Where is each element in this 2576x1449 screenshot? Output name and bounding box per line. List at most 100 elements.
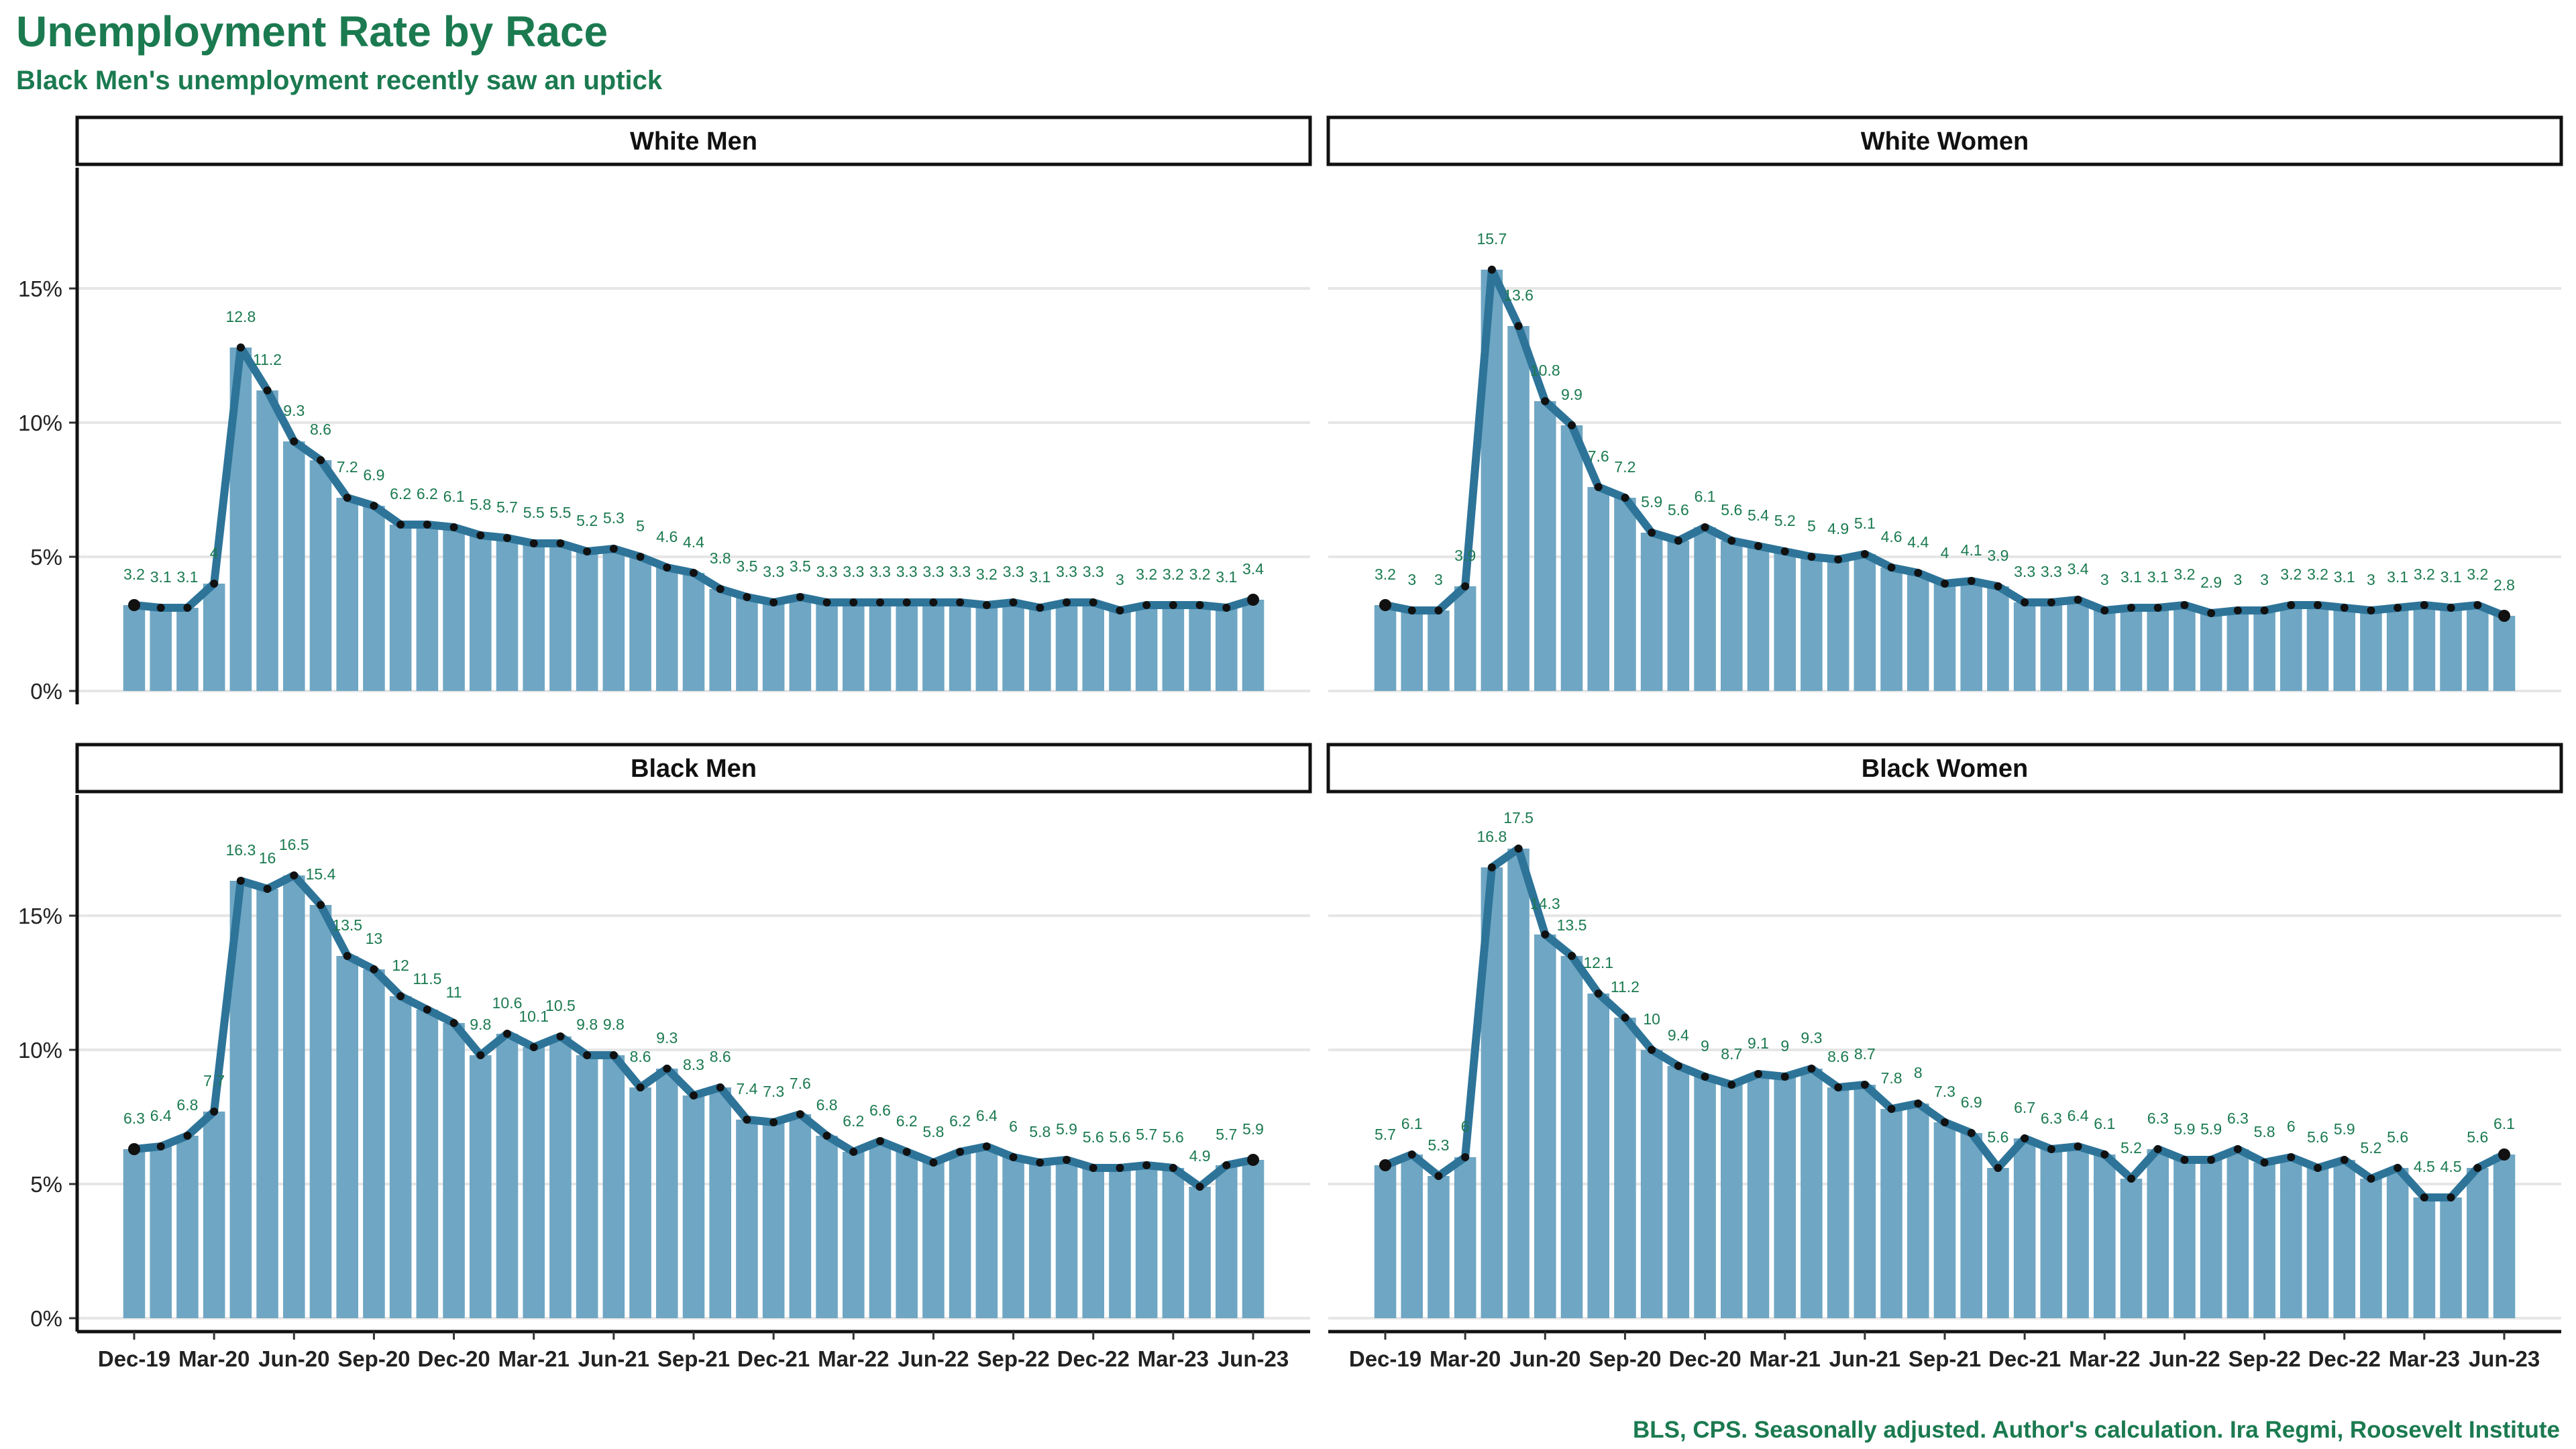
- data-label: 5.3: [1428, 1136, 1449, 1154]
- data-point: [1063, 598, 1071, 606]
- data-point: [1780, 1073, 1789, 1081]
- bar: [2413, 605, 2436, 691]
- data-point: [1780, 547, 1789, 555]
- data-point: [1247, 1154, 1259, 1166]
- x-tick-label: Mar-20: [1430, 1346, 1501, 1371]
- data-point: [1727, 537, 1736, 545]
- bar: [602, 1055, 625, 1318]
- data-point: [2420, 601, 2428, 609]
- data-label: 5.8: [1029, 1123, 1051, 1140]
- data-point: [183, 1132, 192, 1140]
- data-label: 5.3: [603, 509, 625, 527]
- bar: [1933, 584, 1956, 691]
- data-label: 5.9: [1056, 1120, 1077, 1138]
- bar: [203, 584, 225, 691]
- bar: [762, 1122, 785, 1318]
- data-point: [290, 437, 299, 445]
- data-label: 5.6: [1163, 1128, 1184, 1146]
- bar: [1587, 487, 1609, 691]
- data-point: [1674, 1062, 1682, 1070]
- data-label: 3.4: [1242, 560, 1264, 578]
- bar: [1428, 1176, 1450, 1318]
- data-point: [1169, 601, 1177, 609]
- bar: [2147, 1149, 2169, 1318]
- bar: [1827, 1087, 1849, 1318]
- data-label: 3.3: [896, 563, 918, 580]
- data-point: [2394, 1164, 2402, 1172]
- data-label: 3.1: [1216, 568, 1237, 586]
- data-label: 5: [636, 517, 645, 535]
- bar: [470, 1055, 492, 1318]
- data-point: [1621, 1014, 1629, 1022]
- data-label: 8.6: [1827, 1048, 1849, 1065]
- data-point: [1674, 537, 1682, 545]
- bar: [523, 543, 545, 691]
- bar: [2306, 605, 2329, 691]
- data-label: 5.6: [2387, 1128, 2408, 1146]
- bar: [656, 568, 678, 691]
- bar: [1907, 573, 1929, 691]
- x-tick-label: Jun-22: [2149, 1346, 2220, 1371]
- bar: [789, 1114, 812, 1318]
- data-label: 6.2: [843, 1112, 864, 1130]
- data-point: [529, 539, 538, 547]
- bar: [2200, 1160, 2222, 1318]
- bar: [2094, 610, 2116, 691]
- data-point: [1834, 1083, 1843, 1091]
- data-point: [902, 598, 911, 606]
- data-label: 5: [1807, 517, 1816, 535]
- data-label: 3.3: [843, 563, 864, 580]
- bar: [869, 602, 892, 691]
- data-point: [556, 1032, 565, 1040]
- data-label: 9.1: [1748, 1034, 1769, 1052]
- data-label: 6.4: [976, 1107, 998, 1124]
- data-point: [956, 1148, 965, 1156]
- data-point: [1701, 523, 1709, 531]
- bar: [1135, 605, 1158, 691]
- data-label: 2.8: [2493, 576, 2515, 594]
- x-tick-label: Sep-22: [977, 1346, 1049, 1371]
- strip-label-black-men: Black Men: [631, 755, 757, 783]
- bar: [2467, 605, 2489, 691]
- data-label: 5.2: [576, 512, 598, 529]
- data-label: 8.6: [310, 421, 331, 438]
- data-point: [1434, 606, 1443, 614]
- bar: [1987, 586, 2009, 691]
- bar: [2040, 1149, 2063, 1318]
- bar: [549, 1036, 572, 1318]
- data-point: [1941, 580, 1949, 588]
- data-label: 13.5: [332, 916, 362, 934]
- bar: [523, 1047, 545, 1318]
- bar: [1401, 610, 1423, 691]
- bar: [1242, 1160, 1265, 1318]
- data-point: [2473, 601, 2482, 609]
- data-label: 12: [392, 957, 409, 974]
- data-point: [1541, 397, 1550, 405]
- data-point: [2260, 606, 2269, 614]
- bar: [1189, 605, 1211, 691]
- bar: [736, 597, 758, 691]
- bar: [416, 525, 439, 691]
- data-label: 4: [210, 544, 219, 561]
- data-label: 5.5: [549, 504, 571, 521]
- bar: [1216, 1165, 1238, 1318]
- bar: [1907, 1104, 1929, 1318]
- x-tick-label: Jun-20: [258, 1346, 329, 1371]
- bar: [2120, 608, 2143, 691]
- data-label: 3.3: [922, 563, 944, 580]
- data-label: 5.7: [1375, 1126, 1396, 1143]
- data-point: [636, 553, 645, 561]
- data-label: 7.3: [1934, 1083, 1955, 1100]
- bar: [1002, 1157, 1024, 1318]
- data-point: [210, 580, 219, 588]
- bar: [2200, 613, 2222, 691]
- data-label: 9.3: [283, 402, 305, 419]
- data-point: [2153, 604, 2162, 612]
- bar: [1242, 600, 1265, 691]
- data-label: 3.5: [736, 557, 757, 575]
- data-label: 3.3: [949, 563, 971, 580]
- data-label: 6.1: [1401, 1115, 1423, 1132]
- data-point: [1701, 1073, 1709, 1081]
- data-point: [2287, 601, 2296, 609]
